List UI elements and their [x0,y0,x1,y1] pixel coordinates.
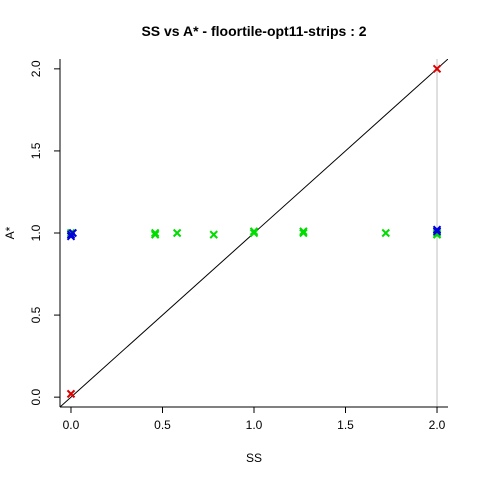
data-point [172,228,182,238]
data-point [150,228,160,238]
x-tick-label: 0.0 [63,418,80,432]
y-tick-label: 0.5 [29,306,43,323]
x-axis-label: SS [246,451,262,465]
data-point [68,228,78,238]
data-point [432,227,442,236]
y-tick-label: 2.0 [29,60,43,77]
data-point [209,230,218,239]
data-point [432,225,442,234]
data-point [66,389,76,399]
x-tick-label: 1.0 [246,418,263,432]
data-point [150,230,160,239]
chart-title: SS vs A* - floortile-opt11-strips : 2 [141,23,366,39]
x-tick-label: 1.5 [337,418,354,432]
y-tick-label: 0.0 [29,388,43,405]
data-point [299,227,308,236]
data-point [381,228,390,238]
data-point [249,227,259,236]
y-tick-label: 1.5 [29,142,43,159]
data-point [432,64,442,74]
x-tick-label: 0.5 [154,418,171,432]
y-axis-label: A* [3,226,17,239]
x-tick-label: 2.0 [429,418,446,432]
y-tick-label: 1.0 [29,224,43,241]
plot-area: 0.0 0.5 1.0 1.5 2.0 0.0 0.5 1.0 1.5 2.0 [29,59,448,432]
data-point [249,228,259,238]
data-point [299,228,308,238]
